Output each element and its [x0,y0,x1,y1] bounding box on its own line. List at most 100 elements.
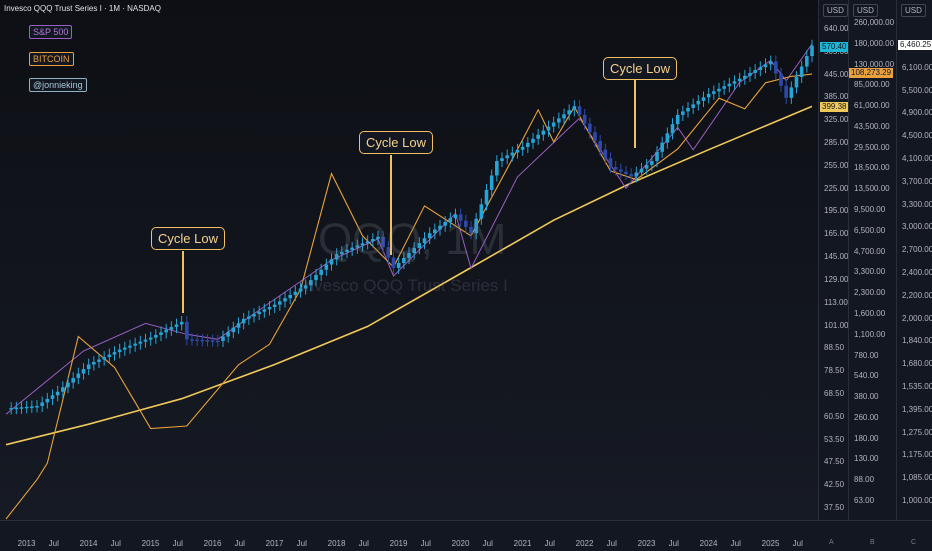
candle-body [288,294,292,299]
time-axis-tick: Jul [420,539,431,548]
candle-body [474,218,478,234]
price-tag-qqq: 570.40 [820,42,849,52]
candle-body [748,72,752,76]
qqq-scale-tick: 445.00 [824,69,849,79]
chart-pane[interactable]: Invesco QQQ Trust Series I · 1M · NASDAQ… [0,0,818,520]
candle-body [686,107,690,112]
candle-body [169,327,174,330]
callout-stem-1 [182,251,184,313]
legend-bitcoin[interactable]: BITCOIN [29,52,74,66]
candle-body [551,122,556,127]
candle-body [588,123,592,133]
currency-btc[interactable]: USD [853,4,878,17]
candle-body [360,243,365,246]
time-axis-tick: 2021 [513,539,532,548]
candle-body [40,402,44,406]
scale-mode-letter[interactable]: A [829,539,834,546]
candle-body [407,253,411,258]
scale-mode-letter[interactable]: B [870,539,875,546]
candle-body [691,104,695,108]
candle-body [644,164,649,169]
btc-scale-tick: 380.00 [854,392,879,402]
candle-body [784,85,788,98]
qqq-scale-tick: 285.00 [824,138,849,148]
btc-scale-tick: 1,100.00 [854,329,886,339]
candle-body [531,138,535,143]
candle-body [768,61,773,65]
candle-body [66,382,70,388]
candle-body [779,73,783,86]
time-axis-tick: Jul [296,539,307,548]
candle-body [345,249,349,253]
spx-scale-tick: 1,085.00 [902,473,932,483]
spx-scale-tick: 3,300.00 [902,199,932,209]
qqq-scale-tick: 225.00 [824,183,849,193]
candle-body [624,171,628,175]
candle-body [340,252,344,255]
time-axis-tick: 2025 [761,539,780,548]
spx-scale-tick: 1,535.00 [902,382,932,391]
callout-cycle-low-2: Cycle Low [359,131,433,154]
price-tag-btc: 108,273.29 [849,68,894,78]
candle-body [252,314,256,317]
candle-body [143,339,148,342]
candle-body [164,329,168,333]
price-plot[interactable] [0,0,818,520]
candle-body [753,70,757,73]
candle-body [805,56,809,67]
time-axis-tick: Jul [544,539,555,548]
candle-body [179,321,184,325]
candle-body [148,337,153,340]
candle-body [371,238,375,242]
currency-qqq[interactable]: USD [823,4,848,17]
btc-price-scale[interactable]: USD 260,000.00 180,000.00 130,000.00 85,000… [848,0,897,520]
candle-body [810,45,814,57]
spx-scale-tick: 4,100.00 [902,154,932,163]
legend-author[interactable]: @jonnieking [29,78,87,92]
qqq-price-scale[interactable]: USD 640.00505.00445.00385.00325.00285.00… [818,0,849,520]
time-axis-tick: 2014 [79,539,98,548]
btc-scale-tick: 180,000.00 [854,38,895,48]
time-axis-tick: Jul [792,539,803,548]
candle-body [185,321,189,340]
candle-body [567,110,571,115]
qqq-scale-tick: 195.00 [824,206,849,216]
series-line-moving-average [5,105,813,446]
qqq-scale-tick: 60.50 [824,411,845,421]
spx-scale-tick: 1,840.00 [902,336,932,346]
candle-body [350,247,354,250]
time-axis-tick: 2017 [265,539,284,548]
candle-body [433,229,437,234]
qqq-scale-tick: 113.00 [824,297,848,307]
spx-scale-tick: 3,000.00 [902,222,932,232]
time-axis[interactable]: 2013 Jul 2014 Jul 2015 Jul 2016 Jul 2017 Jul 2018 J… [0,520,932,551]
candle-body [262,309,267,312]
btc-scale-tick: 29,500.00 [854,142,890,152]
candle-body [763,64,768,68]
qqq-scale-tick: 47.50 [824,457,845,467]
candle-body [458,214,463,221]
candle-body [422,238,427,244]
spx-scale-tick: 1,000.00 [902,496,932,505]
candle-body [92,362,96,365]
candle-body [799,66,804,77]
time-axis-tick: Jul [234,539,245,548]
legend-sp500[interactable]: S&P 500 [29,25,73,39]
spx-scale-tick: 3,700.00 [902,176,932,186]
qqq-scale-tick: 255.00 [824,160,849,170]
candle-body [438,225,442,230]
candle-body [76,373,81,379]
currency-spx[interactable]: USD [901,4,926,17]
candle-body [376,236,380,239]
candle-body [448,218,453,222]
spx-price-scale[interactable]: USD 6,460.25 6,100.00 5,500.00 4,900.00 4,50… [896,0,932,520]
qqq-scale-tick: 145.00 [824,252,849,262]
candle-body [464,220,468,227]
candle-body [655,151,659,162]
candle-body [701,97,706,101]
time-axis-tick: Jul [606,539,617,548]
time-axis-tick: Jul [730,539,741,548]
scale-mode-letter[interactable]: C [911,539,917,546]
btc-scale-tick: 260,000.00 [854,18,895,27]
candle-body [479,204,484,219]
